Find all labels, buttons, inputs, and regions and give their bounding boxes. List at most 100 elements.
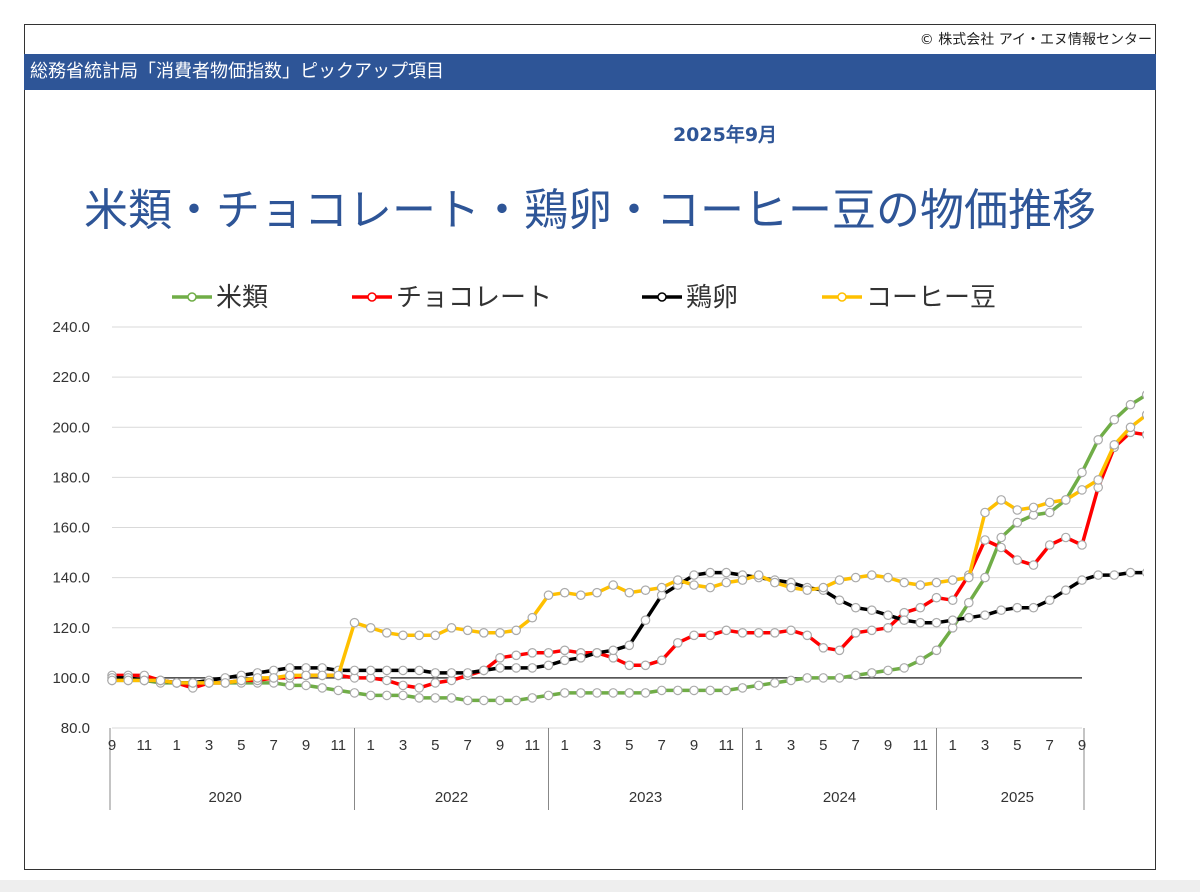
data-point — [641, 616, 649, 624]
data-point — [1126, 401, 1134, 409]
data-point — [981, 573, 989, 581]
data-point — [835, 646, 843, 654]
data-point — [1094, 571, 1102, 579]
data-point — [318, 671, 326, 679]
x-tick-label: 3 — [205, 737, 213, 754]
data-point — [431, 631, 439, 639]
data-point — [1094, 436, 1102, 444]
x-year-label: 2022 — [435, 789, 468, 806]
data-point — [1013, 506, 1021, 514]
data-point — [706, 631, 714, 639]
data-point — [819, 674, 827, 682]
data-point — [593, 649, 601, 657]
data-point — [561, 589, 569, 597]
data-point — [1062, 533, 1070, 541]
x-tick-label: 7 — [657, 737, 665, 754]
data-point — [108, 676, 116, 684]
data-point — [528, 694, 536, 702]
data-point — [916, 619, 924, 627]
data-point — [674, 639, 682, 647]
data-point — [884, 611, 892, 619]
data-point — [496, 664, 504, 672]
data-point — [900, 578, 908, 586]
data-point — [350, 689, 358, 697]
data-point — [1143, 568, 1145, 576]
data-point — [1078, 576, 1086, 584]
data-point — [835, 576, 843, 584]
data-point — [431, 669, 439, 677]
data-point — [1046, 508, 1054, 516]
data-point — [1013, 556, 1021, 564]
data-point — [981, 536, 989, 544]
data-point — [997, 496, 1005, 504]
data-point — [755, 571, 763, 579]
data-point — [625, 641, 633, 649]
data-point — [722, 626, 730, 634]
bottom-strip — [0, 880, 1200, 892]
x-tick-label: 11 — [913, 737, 929, 754]
data-point — [900, 616, 908, 624]
legend-marker — [188, 293, 196, 301]
data-point — [1078, 468, 1086, 476]
x-tick-label: 11 — [137, 737, 153, 754]
x-tick-label: 9 — [1078, 737, 1086, 754]
data-point — [819, 583, 827, 591]
x-tick-label: 5 — [431, 737, 439, 754]
data-point — [399, 691, 407, 699]
data-point — [868, 626, 876, 634]
data-point — [237, 676, 245, 684]
x-year-label: 2023 — [629, 789, 662, 806]
data-point — [835, 596, 843, 604]
data-point — [350, 666, 358, 674]
data-point — [771, 629, 779, 637]
x-tick-label: 9 — [690, 737, 698, 754]
data-point — [868, 571, 876, 579]
y-tick-label: 100.0 — [52, 670, 90, 687]
data-point — [949, 616, 957, 624]
data-point — [690, 571, 698, 579]
data-point — [528, 649, 536, 657]
data-point — [932, 619, 940, 627]
x-tick-label: 9 — [302, 737, 310, 754]
data-point — [156, 676, 164, 684]
data-point — [577, 654, 585, 662]
data-point — [916, 604, 924, 612]
data-point — [609, 581, 617, 589]
y-tick-label: 200.0 — [52, 419, 90, 436]
data-point — [302, 681, 310, 689]
x-tick-label: 9 — [108, 737, 116, 754]
data-point — [738, 684, 746, 692]
data-point — [997, 533, 1005, 541]
data-point — [690, 631, 698, 639]
data-point — [625, 589, 633, 597]
legend-label: コーヒー豆 — [866, 283, 996, 313]
data-point — [577, 689, 585, 697]
data-point — [609, 646, 617, 654]
data-point — [755, 629, 763, 637]
y-tick-label: 240.0 — [52, 319, 90, 336]
data-point — [1094, 476, 1102, 484]
data-point — [932, 594, 940, 602]
data-point — [787, 583, 795, 591]
data-point — [997, 543, 1005, 551]
data-point — [787, 626, 795, 634]
data-point — [577, 591, 585, 599]
x-year-label: 2024 — [823, 789, 856, 806]
data-point — [512, 664, 520, 672]
data-point — [1126, 568, 1134, 576]
data-point — [367, 666, 375, 674]
data-point — [205, 679, 213, 687]
x-tick-label: 3 — [593, 737, 601, 754]
data-point — [1062, 496, 1070, 504]
x-tick-label: 7 — [269, 737, 277, 754]
y-tick-label: 220.0 — [52, 369, 90, 386]
data-point — [561, 689, 569, 697]
data-point — [803, 674, 811, 682]
data-point — [1126, 423, 1134, 431]
data-point — [383, 691, 391, 699]
data-point — [625, 661, 633, 669]
y-tick-label: 140.0 — [52, 570, 90, 587]
data-point — [932, 578, 940, 586]
data-point — [173, 679, 181, 687]
data-point — [334, 686, 342, 694]
